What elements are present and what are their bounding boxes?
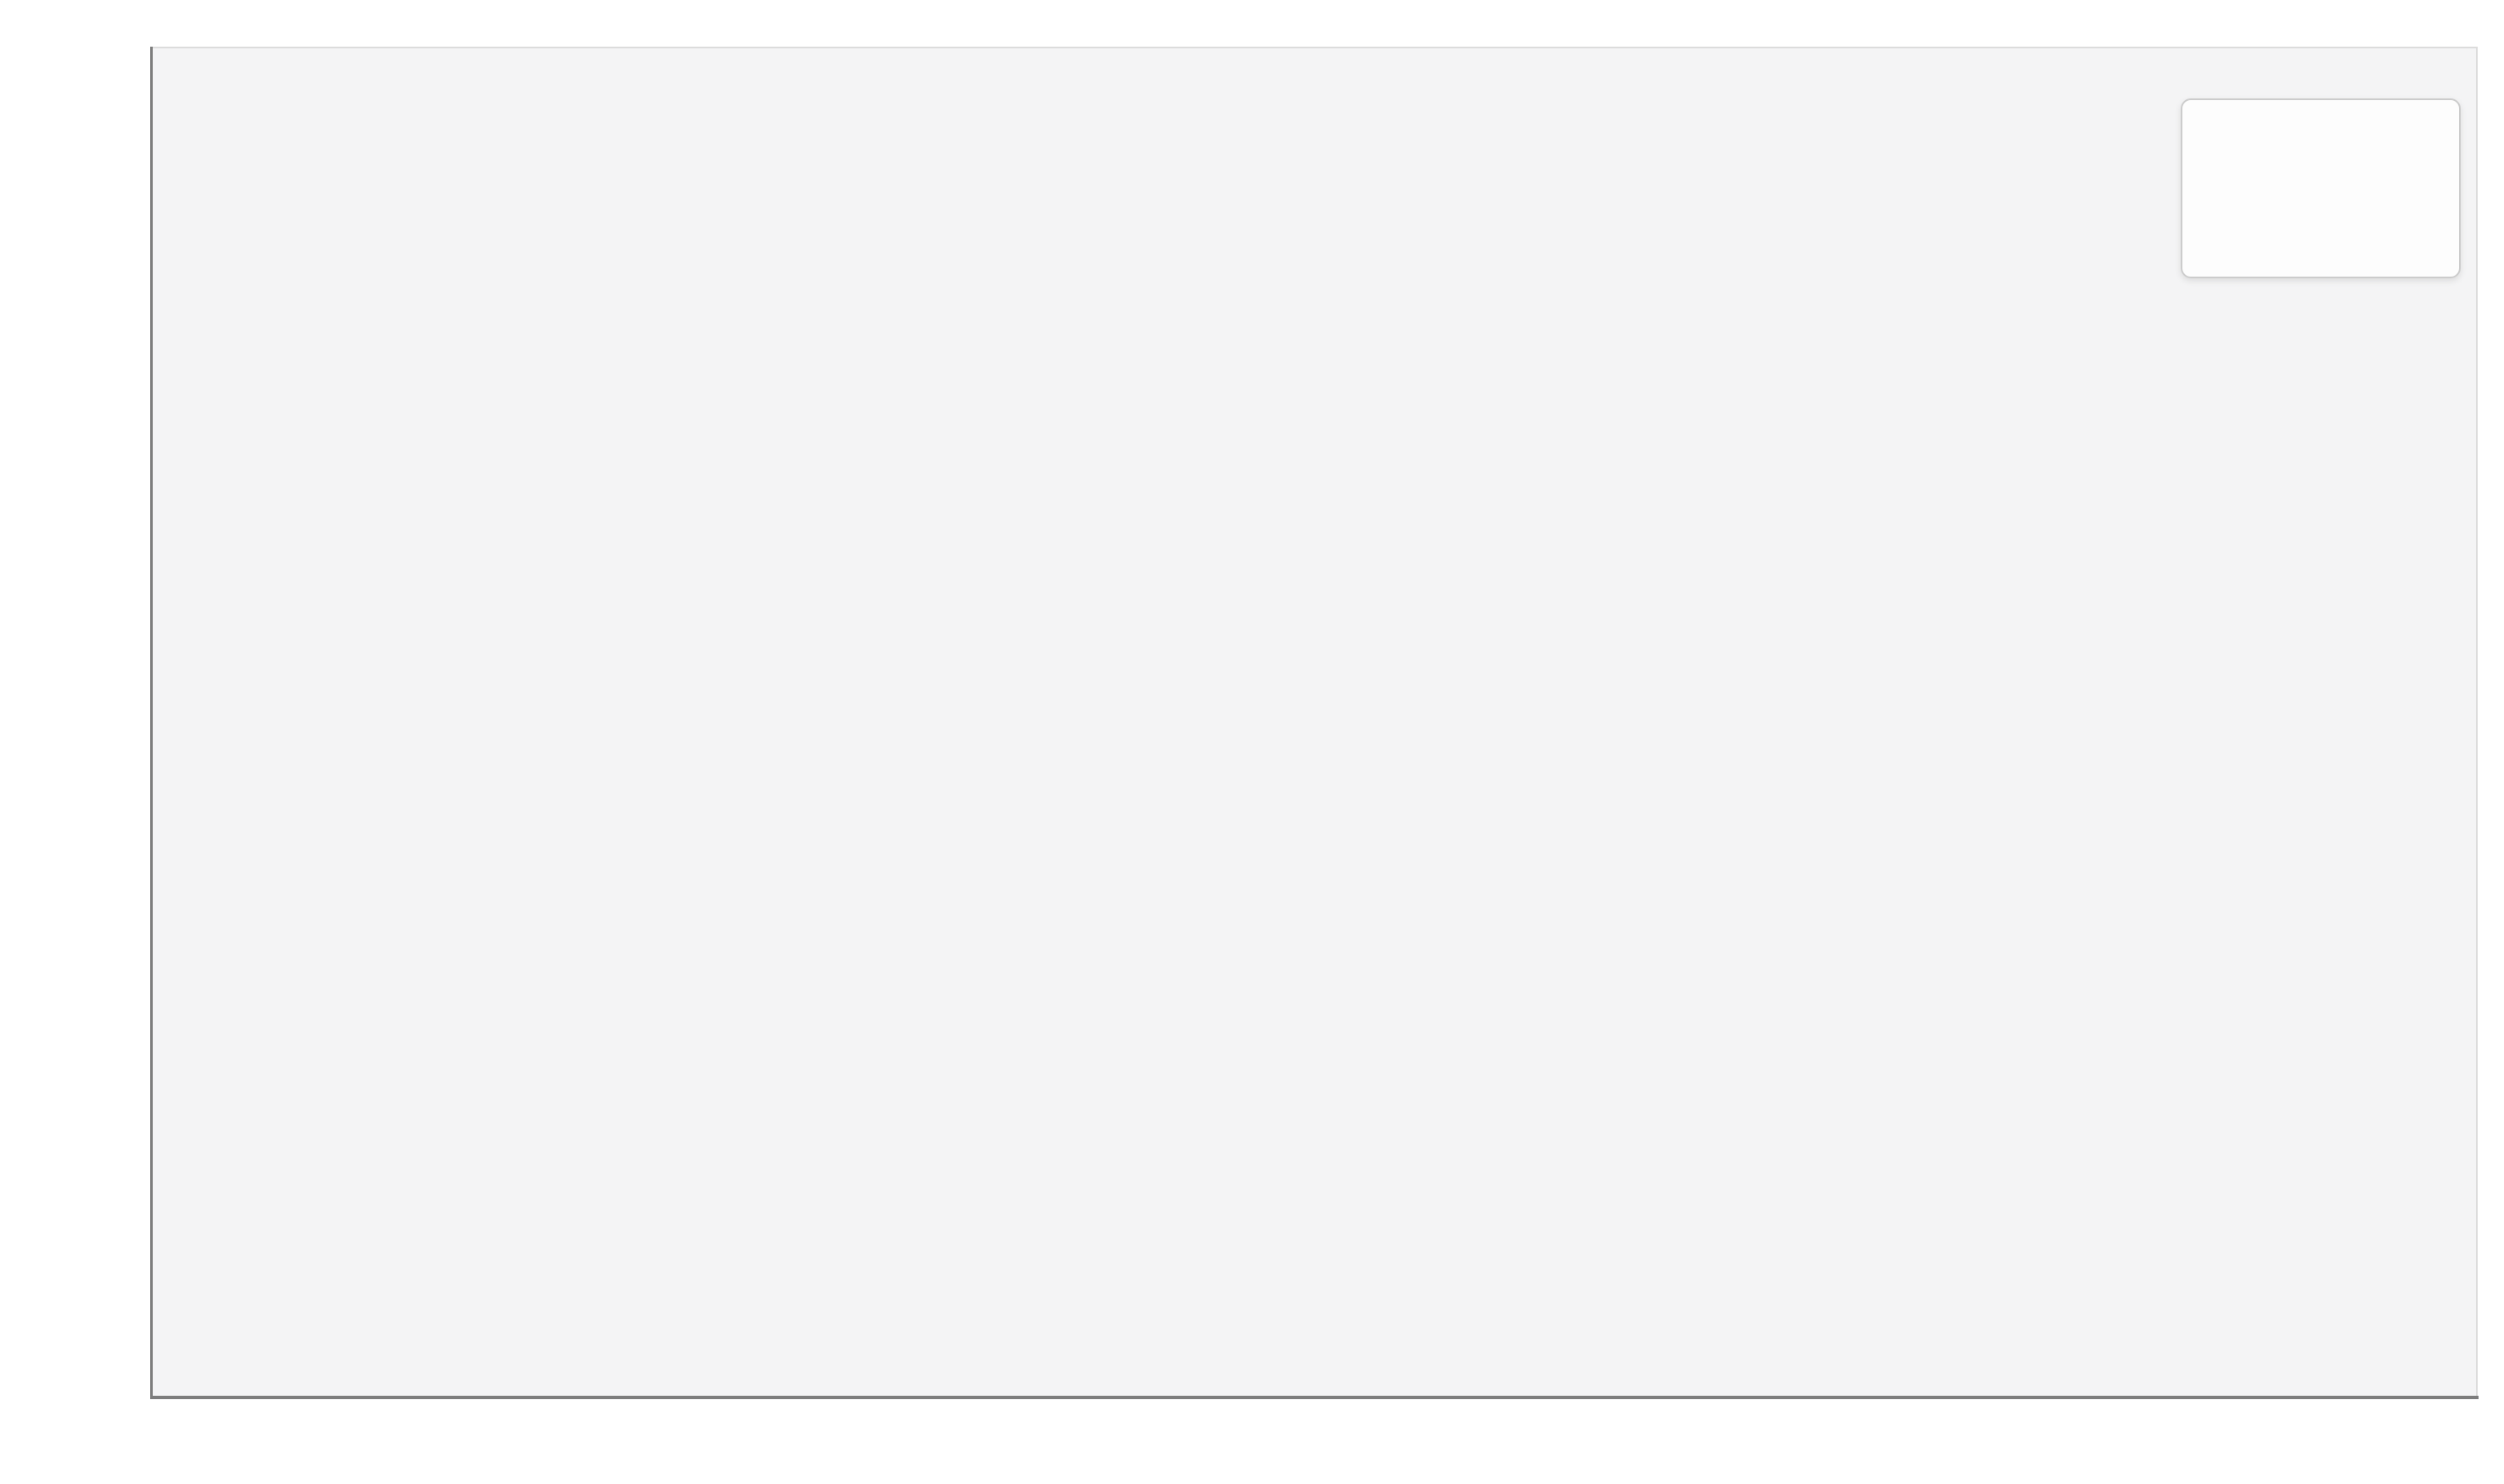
legend-entry-median: [2182, 165, 2459, 219]
legend: [2181, 98, 2461, 278]
min-swatch-icon: [2196, 126, 2272, 149]
plot-area: [151, 47, 2478, 1398]
max-swatch-icon: [2196, 234, 2272, 258]
x-axis-spine: [150, 1396, 2479, 1399]
y-axis-spine: [150, 47, 153, 1398]
median-swatch-icon: [2196, 180, 2272, 204]
legend-entry-max: [2182, 219, 2459, 273]
legend-entry-min: [2182, 110, 2459, 165]
